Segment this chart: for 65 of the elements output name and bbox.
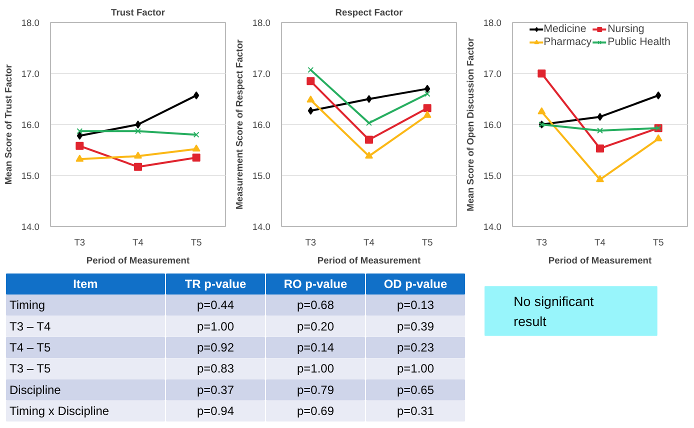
- chart-title: Trust Factor: [111, 8, 166, 18]
- x-tick-label: T4: [364, 238, 374, 248]
- legend-label: Public Health: [608, 36, 670, 48]
- x-tick-label: T4: [594, 238, 606, 248]
- x-tick-label: T5: [422, 238, 433, 248]
- category-label: T3 – T5: [10, 362, 51, 376]
- text: p=0.23: [396, 340, 434, 354]
- legend-label: Pharmacy: [544, 36, 592, 48]
- legend-label: Medicine: [544, 23, 586, 35]
- y-tick-label: 15.0: [21, 171, 40, 181]
- category-label: RO p-value: [284, 277, 348, 292]
- text: p=0.37: [196, 382, 234, 397]
- y-tick-label: 18.0: [483, 18, 502, 28]
- text: p=0.31: [396, 404, 434, 418]
- y-tick-label: 14.0: [252, 222, 270, 232]
- text: p=0.20: [296, 319, 334, 334]
- y-tick-label: 17.0: [252, 69, 270, 79]
- y-tick-label: 14.0: [21, 222, 40, 232]
- y-tick-label: 16.0: [252, 120, 270, 130]
- y-tick-label: 15.0: [252, 171, 270, 181]
- text: p=0.14: [296, 340, 334, 354]
- x-tick-label: T3: [536, 238, 548, 248]
- category-label: Discipline: [10, 382, 61, 397]
- y-tick-label: 18.0: [252, 18, 270, 28]
- text: p=0.69: [296, 404, 334, 418]
- text: p=0.92: [196, 340, 234, 354]
- y-tick-label: 14.0: [483, 222, 502, 232]
- y-tick-label: 18.0: [21, 18, 40, 28]
- x-tick-label: T3: [305, 238, 316, 248]
- text: p=1.00: [296, 362, 334, 376]
- y-axis-title: Mean Score of Open Discussion Factor: [465, 37, 476, 212]
- x-tick-label: T3: [74, 238, 86, 248]
- y-axis-title: Mean Score of Trust Factor: [3, 64, 14, 185]
- category-label: Timing: [10, 298, 46, 312]
- text: No significant result: [514, 294, 594, 329]
- category-label: Timing x Discipline: [10, 404, 110, 418]
- text: p=0.44: [196, 298, 234, 312]
- y-tick-label: 17.0: [21, 69, 40, 79]
- text: p=0.13: [396, 298, 434, 312]
- text: p=0.94: [196, 404, 234, 418]
- x-tick-label: T5: [190, 238, 202, 248]
- category-label: T4 – T5: [10, 340, 51, 354]
- y-tick-label: 16.0: [21, 120, 40, 130]
- y-tick-label: 16.0: [483, 120, 502, 130]
- text: p=0.83: [196, 362, 234, 376]
- text: p=1.00: [396, 362, 434, 376]
- category-label: TR p-value: [184, 277, 246, 292]
- text: Item: [73, 277, 98, 292]
- x-axis-title: Period of Measurement: [86, 256, 190, 266]
- x-tick-label: T4: [132, 238, 144, 248]
- y-axis-title: Measurement Score of Respect Factor: [234, 39, 244, 210]
- x-tick-label: T5: [652, 238, 664, 248]
- y-tick-label: 17.0: [483, 69, 502, 79]
- text: p=0.65: [396, 382, 434, 397]
- text: p=0.68: [296, 298, 334, 312]
- y-tick-label: 15.0: [483, 171, 502, 181]
- text: p=0.39: [396, 319, 434, 334]
- chart-title: Respect Factor: [335, 8, 404, 18]
- x-axis-title: Period of Measurement: [317, 256, 421, 266]
- text: p=0.79: [296, 382, 334, 397]
- category-label: T3 – T4: [10, 319, 51, 334]
- legend-label: Nursing: [608, 23, 644, 35]
- category-label: OD p-value: [384, 277, 448, 292]
- x-axis-title: Period of Measurement: [548, 256, 652, 266]
- text: p=1.00: [196, 319, 234, 334]
